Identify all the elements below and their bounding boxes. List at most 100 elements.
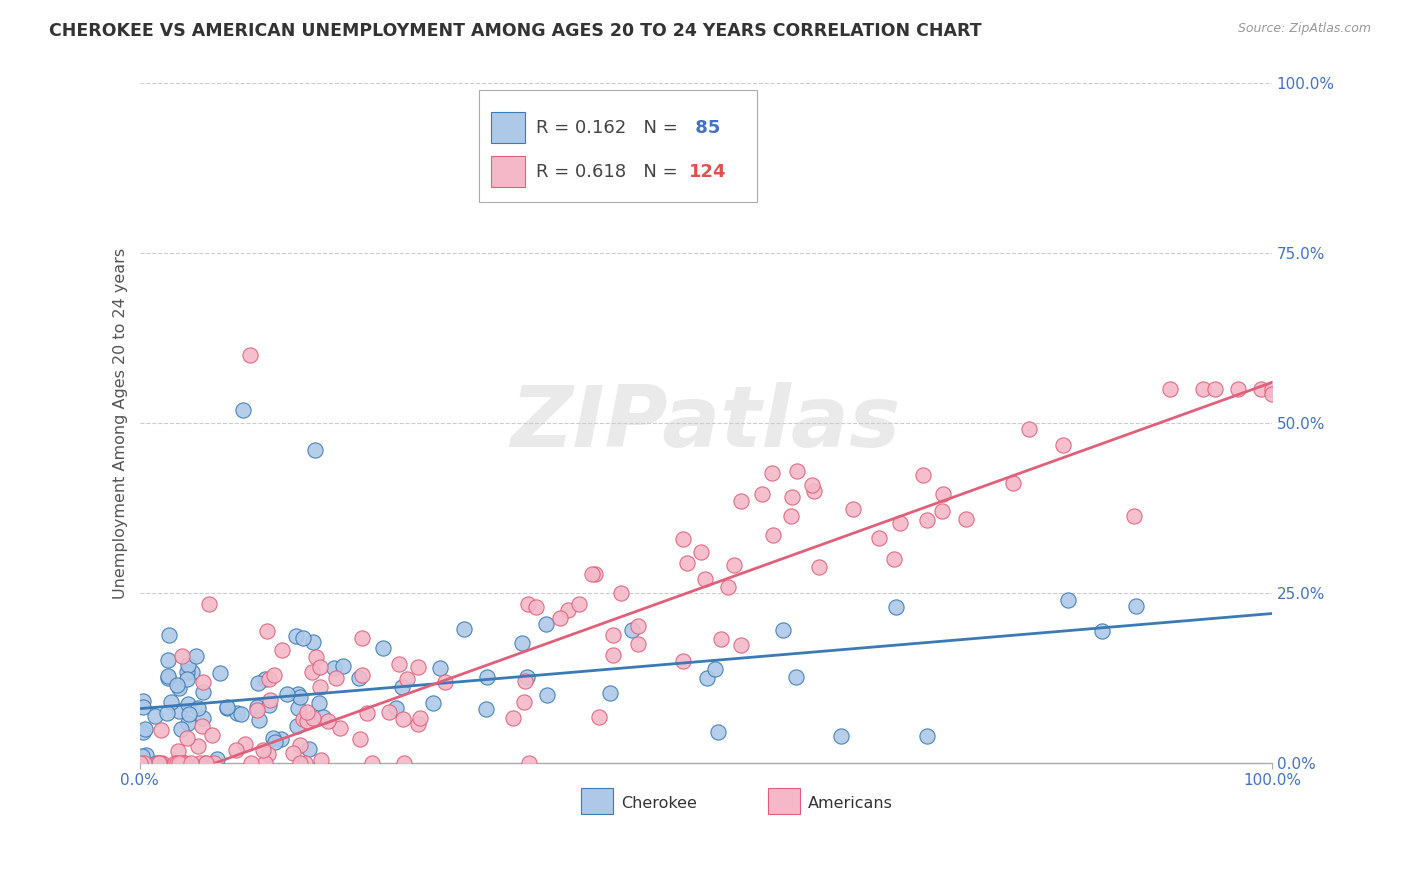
Point (305, 650, 328, 665)
Point (842, 502, 865, 516)
Point (723, 558, 745, 573)
Point (557, 603, 579, 617)
Point (676, 557, 699, 571)
Point (239, 348, 262, 362)
Point (391, 680, 413, 694)
Point (311, 710, 333, 724)
Point (173, 756, 195, 770)
Point (143, 709, 166, 723)
Point (378, 705, 401, 719)
Point (257, 698, 280, 713)
Point (384, 701, 406, 715)
Y-axis label: Unemployment Among Ages 20 to 24 years: Unemployment Among Ages 20 to 24 years (114, 248, 128, 599)
FancyBboxPatch shape (768, 789, 800, 814)
Point (231, 707, 253, 722)
Point (517, 756, 540, 770)
Point (429, 661, 451, 675)
Point (156, 672, 179, 686)
Point (602, 628, 624, 642)
Point (730, 638, 752, 652)
Point (177, 706, 200, 721)
Point (1261, 382, 1284, 396)
Point (132, 694, 155, 708)
Point (1002, 476, 1025, 491)
Point (627, 619, 650, 633)
Point (689, 545, 711, 559)
Text: ZIPatlas: ZIPatlas (510, 382, 901, 465)
Point (761, 466, 783, 480)
Point (172, 756, 194, 770)
Point (135, 747, 157, 762)
Point (259, 692, 281, 706)
Point (232, 402, 254, 417)
Point (129, 756, 152, 770)
Point (290, 738, 312, 752)
Point (246, 699, 269, 714)
Point (176, 672, 198, 686)
Point (184, 649, 207, 664)
Point (356, 706, 378, 721)
Point (247, 713, 270, 727)
Point (347, 671, 370, 685)
Point (316, 714, 339, 729)
Point (233, 738, 256, 752)
Point (181, 665, 204, 679)
Point (610, 586, 633, 600)
Point (263, 668, 285, 682)
Point (252, 743, 274, 757)
Point (332, 659, 354, 673)
Point (516, 597, 538, 611)
Point (132, 756, 155, 770)
Point (304, 443, 326, 458)
Point (602, 648, 624, 662)
Point (194, 756, 217, 770)
Point (513, 695, 536, 709)
Point (751, 487, 773, 501)
Point (1018, 422, 1040, 436)
Point (932, 487, 955, 501)
Point (915, 730, 938, 744)
Point (394, 756, 416, 770)
Point (475, 702, 498, 716)
Point (830, 729, 852, 743)
Point (191, 674, 214, 689)
Point (371, 641, 394, 656)
Point (422, 696, 444, 710)
Point (149, 723, 172, 737)
Point (157, 652, 180, 666)
Point (256, 747, 278, 761)
Point (730, 494, 752, 508)
Point (167, 681, 190, 695)
Point (883, 552, 905, 566)
Point (288, 690, 311, 705)
Point (172, 648, 194, 663)
Point (322, 661, 344, 675)
Point (190, 719, 212, 733)
Text: R = 0.162   N =: R = 0.162 N = (536, 119, 683, 136)
Point (180, 756, 202, 770)
Point (1091, 624, 1114, 639)
FancyBboxPatch shape (491, 112, 524, 143)
Point (704, 662, 727, 676)
Point (167, 704, 190, 718)
Text: CHEROKEE VS AMERICAN UNEMPLOYMENT AMONG AGES 20 TO 24 YEARS CORRELATION CHART: CHEROKEE VS AMERICAN UNEMPLOYMENT AMONG … (49, 22, 981, 40)
Point (287, 700, 309, 714)
Point (588, 710, 610, 724)
Point (225, 743, 247, 757)
Point (292, 712, 315, 726)
Point (132, 700, 155, 714)
Point (581, 567, 603, 582)
Point (884, 599, 907, 614)
Point (536, 688, 558, 702)
Point (191, 684, 214, 698)
Point (1123, 509, 1146, 524)
Point (290, 756, 312, 770)
Point (329, 721, 352, 735)
Point (350, 668, 373, 682)
Point (217, 701, 239, 715)
Point (1226, 382, 1249, 396)
Point (510, 636, 533, 650)
Point (262, 731, 284, 745)
Point (285, 719, 308, 733)
Point (187, 701, 209, 715)
